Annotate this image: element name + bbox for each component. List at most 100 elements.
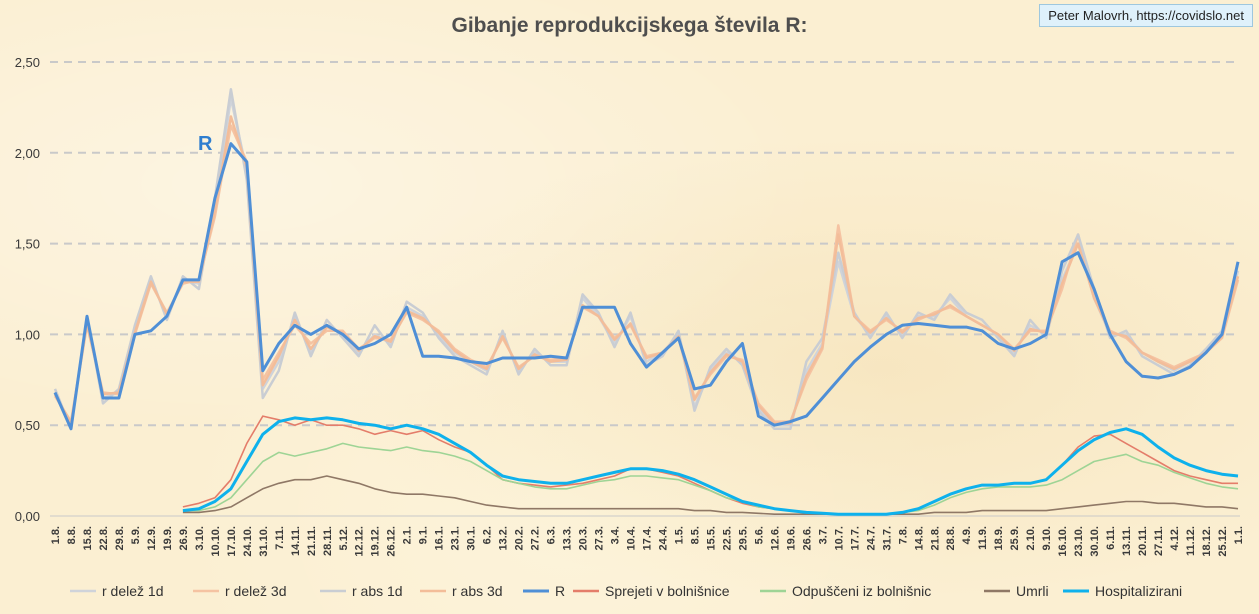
x-tick-label: 13.2.	[498, 526, 510, 550]
x-tick-label: 6.3.	[546, 526, 558, 544]
legend: r delež 1d r delež 3d r abs 1d r abs 3d R Spr…	[70, 583, 1182, 599]
x-tick-label: 31.7.	[881, 526, 893, 550]
x-tick-label: 26.12.	[386, 526, 398, 557]
x-tick-label: 22.5.	[721, 526, 733, 550]
x-tick-label: 5.6.	[753, 526, 765, 544]
x-tick-label: 29.8.	[114, 526, 126, 550]
x-tick-label: 27.3.	[594, 526, 606, 550]
x-tick-label: 1.8.	[50, 526, 62, 544]
x-tick-label: 17.4.	[642, 526, 654, 550]
r-annotation: R	[198, 133, 213, 155]
y-axis: 0,00 0,50 1,00 1,50 2,00 2,50	[15, 55, 40, 524]
y-tick-label: 0,00	[15, 509, 40, 524]
x-tick-label: 31.10.	[258, 526, 270, 557]
x-tick-label: 5.12.	[338, 526, 350, 550]
legend-label-odpusceni: Odpuščeni iz bolnišnic	[792, 583, 931, 599]
x-tick-label: 8.5.	[689, 526, 701, 544]
x-tick-label: 17.10.	[226, 526, 238, 557]
x-tick-label: 20.11.	[1137, 526, 1149, 556]
x-tick-label: 18.9.	[993, 526, 1005, 550]
legend-label-umrli: Umrli	[1016, 583, 1049, 599]
legend-label-R: R	[555, 583, 565, 599]
x-tick-label: 7.8.	[897, 526, 909, 544]
legend-label-sprejeti: Sprejeti v bolnišnice	[605, 583, 730, 599]
x-tick-label: 9.1.	[418, 526, 430, 544]
legend-label-r-abs-1d: r abs 1d	[352, 583, 403, 599]
x-tick-label: 3.4.	[610, 526, 622, 544]
x-tick-label: 20.3.	[578, 526, 590, 550]
x-tick-label: 4.12.	[1169, 526, 1181, 550]
x-tick-label: 11.9.	[977, 526, 989, 550]
x-tick-label: 13.3.	[562, 526, 574, 550]
legend-label-hospitalizirani: Hospitalizirani	[1095, 583, 1182, 599]
legend-label-r-abs-3d: r abs 3d	[452, 583, 503, 599]
x-tick-label: 14.11.	[290, 526, 302, 556]
x-tick-label: 26.9.	[178, 526, 190, 550]
y-tick-label: 2,50	[15, 55, 40, 70]
x-tick-label: 20.2.	[514, 526, 526, 550]
x-tick-label: 2.10.	[1025, 526, 1037, 550]
x-tick-label: 28.8.	[945, 526, 957, 550]
series-line-r-abs-1d	[53, 87, 1240, 431]
x-tick-label: 22.8.	[98, 526, 110, 550]
x-tick-label: 12.12.	[354, 526, 366, 557]
y-tick-label: 2,00	[15, 146, 40, 161]
x-tick-label: 26.6.	[801, 526, 813, 550]
x-tick-label: 12.6.	[769, 526, 781, 550]
gridlines	[50, 61, 1240, 517]
x-tick-label: 6.2.	[482, 526, 494, 544]
series-line-R	[53, 142, 1240, 431]
x-tick-label: 15.5.	[705, 526, 717, 550]
series-line-hospitalizirani	[182, 416, 1239, 516]
series-line-odpusceni	[182, 442, 1239, 515]
x-tick-label: 13.11.	[1121, 526, 1133, 556]
x-tick-label: 1.1.	[1233, 526, 1245, 544]
x-tick-label: 3.10.	[194, 526, 206, 550]
x-tick-label: 19.12.	[370, 526, 382, 557]
x-tick-label: 21.11.	[306, 526, 318, 556]
x-tick-label: 10.10.	[210, 526, 222, 557]
x-axis: 1.8. 8.8. 15.8. 22.8. 29.8. 5.9. 12.9. 19.9. 26.…	[50, 526, 1245, 557]
x-tick-label: 1.5.	[673, 526, 685, 544]
x-tick-label: 28.11.	[322, 526, 334, 556]
x-tick-label: 25.9.	[1009, 526, 1021, 550]
chart-title: Gibanje reprodukcijskega števila R:	[451, 14, 808, 37]
y-tick-label: 0,50	[15, 418, 40, 433]
x-tick-label: 16.10.	[1057, 526, 1069, 557]
x-tick-label: 3.7.	[817, 526, 829, 544]
series-line-sprejeti	[182, 415, 1238, 515]
x-tick-label: 12.9.	[146, 526, 158, 550]
x-tick-label: 4.9.	[961, 526, 973, 544]
legend-label-r-delez-3d: r delež 3d	[225, 583, 286, 599]
series-line-umrli	[182, 475, 1239, 515]
x-tick-label: 14.8.	[913, 526, 925, 550]
x-tick-label: 23.1.	[450, 526, 462, 550]
x-tick-label: 19.6.	[785, 526, 797, 550]
x-tick-label: 16.1.	[434, 526, 446, 550]
series-lines	[53, 87, 1240, 516]
x-tick-label: 17.7.	[849, 526, 861, 550]
x-tick-label: 19.9.	[162, 526, 174, 550]
x-tick-label: 25.12.	[1217, 526, 1229, 557]
x-tick-label: 27.11.	[1153, 526, 1165, 556]
x-tick-label: 11.12.	[1185, 526, 1197, 556]
x-tick-label: 15.8.	[82, 526, 94, 550]
x-tick-label: 30.1.	[466, 526, 478, 550]
y-tick-label: 1,50	[15, 237, 40, 252]
x-tick-label: 30.10.	[1089, 526, 1101, 557]
x-tick-label: 5.9.	[130, 526, 142, 544]
x-tick-label: 18.12.	[1201, 526, 1213, 557]
x-tick-label: 24.7.	[865, 526, 877, 550]
x-tick-label: 9.10.	[1041, 526, 1053, 550]
x-tick-label: 10.4.	[626, 526, 638, 550]
x-tick-label: 8.8.	[66, 526, 78, 544]
x-tick-label: 23.10.	[1073, 526, 1085, 557]
x-tick-label: 10.7.	[833, 526, 845, 550]
x-tick-label: 24.10.	[242, 526, 254, 557]
x-tick-label: 29.5.	[737, 526, 749, 550]
x-tick-label: 2.1.	[402, 526, 414, 544]
x-tick-label: 24.4.	[657, 526, 669, 550]
x-tick-label: 7.11.	[274, 526, 286, 550]
x-tick-label: 6.11.	[1105, 526, 1117, 550]
